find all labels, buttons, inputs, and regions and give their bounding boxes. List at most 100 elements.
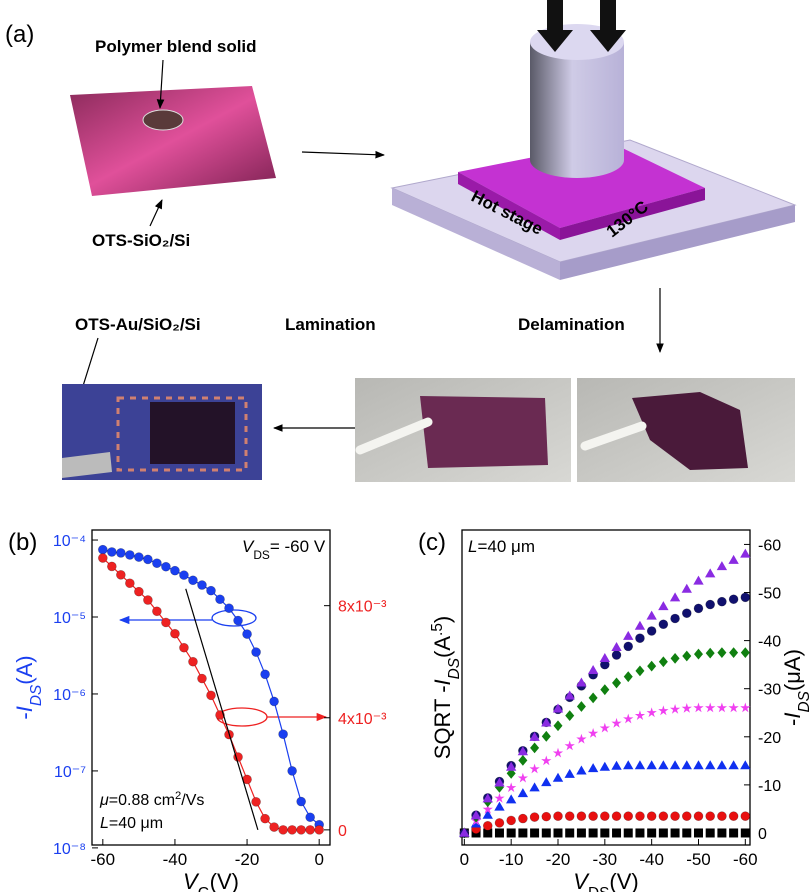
text-part: = -60 V [270,537,326,556]
x-tick-label: -20 [235,850,260,869]
marker [134,587,143,596]
target-label: OTS-Au/SiO₂/Si [75,315,201,334]
marker [658,601,668,610]
secondary-y-axis-label: SQRT -IDS(A.5) [429,616,463,759]
marker [588,763,598,772]
text-part: L [468,537,477,556]
x-tick-label: -40 [639,850,664,869]
polymer-blob [143,110,183,130]
marker [612,651,621,660]
marker [624,828,633,837]
marker [646,611,656,620]
marker [693,703,703,713]
marker [682,760,692,769]
marker [717,828,726,837]
text-part: DS [253,548,270,562]
marker [706,828,715,837]
marker [740,760,750,769]
marker [279,825,288,834]
marker [554,720,563,731]
marker [671,653,680,664]
marker [197,674,206,683]
marker [623,714,633,724]
marker [225,604,234,613]
marker [125,579,134,588]
marker [741,647,750,658]
text-part: G [198,885,210,892]
marker [635,710,645,720]
y-tick-label: -10 [758,778,781,795]
marker [612,678,621,689]
marker [694,828,703,837]
marker [612,812,621,821]
y-tick-label: 10⁻⁴ [53,533,86,550]
marker [518,773,528,783]
text-part: SQRT - [430,685,455,759]
annotation: L=40 μm [100,815,163,832]
marker [279,730,288,739]
marker [729,647,738,658]
x-tick-label: -60 [733,850,758,869]
y2-tick-label: 4x10⁻³ [338,711,387,728]
x-tick-label: -20 [546,850,571,869]
text-part: L [100,815,109,832]
marker [706,648,715,659]
y-tick-label: 10⁻⁸ [53,841,86,858]
text-part: .5 [429,623,446,636]
marker [647,707,657,717]
marker [541,777,551,786]
marker [693,760,703,769]
marker [600,762,610,771]
marker [518,788,528,797]
marker [170,566,179,575]
text-part: (V) [210,869,239,892]
marker [188,657,197,666]
marker [134,553,143,562]
marker [635,812,644,821]
marker [658,705,668,715]
x-axis-label: VG(V) [183,869,239,892]
marker [576,678,586,687]
marker [670,592,680,601]
marker [682,812,691,821]
marker [694,604,703,613]
marker [252,648,261,657]
marker [306,813,315,822]
marker [565,828,574,837]
marker [623,631,633,640]
press-cylinder [530,42,624,178]
x-tick-label: 0 [314,850,323,869]
marker [576,766,586,775]
marker [624,671,633,682]
marker [624,812,633,821]
marker [494,793,504,803]
delamination-label: Delamination [518,315,625,334]
marker [288,766,297,775]
marker [143,555,152,564]
text-part: (A [430,636,455,658]
marker [495,828,504,837]
y-tick-label: -50 [758,586,781,603]
marker [728,555,738,564]
panel-a: (a) Polymer blend solid OTS-SiO₂/Si Hot … [5,0,795,482]
marker [682,651,691,662]
text-part: (V) [609,869,638,892]
marker [261,814,270,823]
marker [554,812,563,821]
marker [207,586,216,595]
marker [670,704,680,714]
marker [694,649,703,660]
marker [600,653,610,662]
marker [553,748,563,758]
panel-label: (a) [5,21,34,48]
marker [670,760,680,769]
text-part: =40 μm [477,537,535,556]
marker [682,609,691,618]
text-part: - [12,712,37,719]
marker [729,595,738,604]
marker [207,691,216,700]
marker [706,812,715,821]
marker [495,818,504,827]
y-tick-label: -40 [758,634,781,651]
x-tick-label: -60 [91,850,116,869]
